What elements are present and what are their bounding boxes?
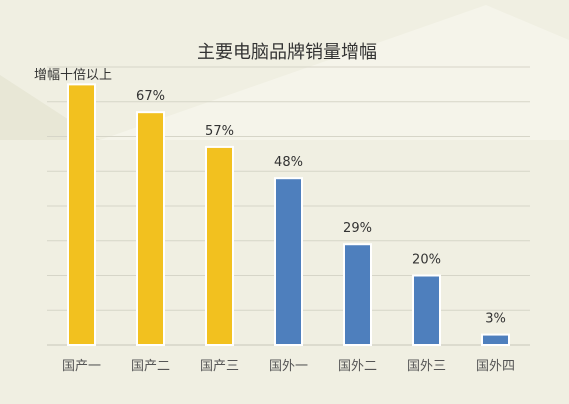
x-tick-label-1: 国产一 bbox=[62, 359, 101, 374]
data-label-6: 20% bbox=[412, 253, 441, 268]
x-tick-label-5: 国外二 bbox=[338, 359, 377, 374]
bar-5 bbox=[343, 243, 372, 347]
bars bbox=[67, 83, 510, 347]
bar-3 bbox=[205, 145, 234, 346]
chart-title: 主要电脑品牌销量增幅 bbox=[197, 42, 377, 63]
bar-6 bbox=[412, 274, 441, 346]
bar-2 bbox=[136, 111, 165, 346]
bar-4 bbox=[274, 177, 303, 346]
x-tick-label-2: 国产二 bbox=[131, 359, 170, 374]
data-label-5: 29% bbox=[343, 221, 372, 236]
x-tick-label-4: 国外一 bbox=[269, 359, 308, 374]
data-label-3: 57% bbox=[205, 124, 234, 139]
x-tick-label-6: 国外三 bbox=[407, 359, 446, 374]
data-label-4: 48% bbox=[274, 155, 303, 170]
data-label-1: 增幅十倍以上 bbox=[34, 68, 112, 83]
data-label-2: 67% bbox=[136, 89, 165, 104]
x-tick-label-3: 国产三 bbox=[200, 359, 239, 374]
bar-1 bbox=[67, 83, 96, 346]
x-tick-labels: 国产一 国产二 国产三 国外一 国外二 国外三 国外四 bbox=[62, 359, 515, 374]
data-label-7: 3% bbox=[485, 312, 506, 327]
x-tick-label-7: 国外四 bbox=[476, 359, 515, 374]
bar-7 bbox=[481, 333, 510, 347]
background-shape bbox=[100, 5, 569, 140]
data-labels: 增幅十倍以上 67% 57% 48% 29% 20% 3% bbox=[34, 68, 506, 327]
